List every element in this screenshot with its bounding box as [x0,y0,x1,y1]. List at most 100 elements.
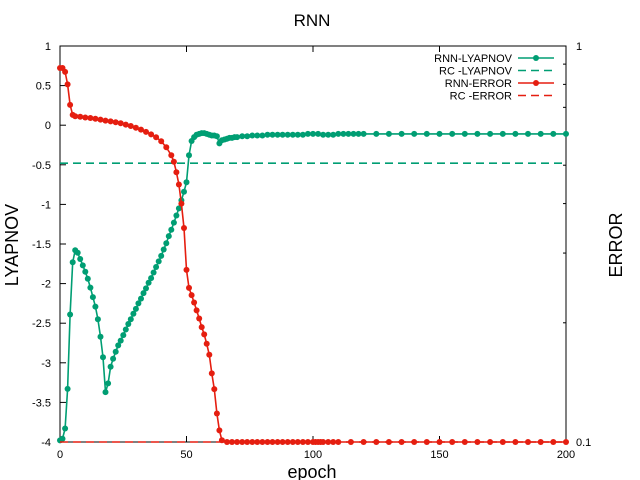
rnn-lyapnov-point [398,130,405,137]
x-axis-label: epoch [287,462,336,480]
rnn-error-point [299,439,306,445]
rnn-lyapnov-point [274,131,281,138]
rnn-lyapnov-point [155,258,162,265]
rnn-lyapnov-point [181,188,187,195]
rnn-lyapnov-point [385,130,392,137]
rnn-error-point [122,121,129,128]
x-tick-label: 50 [180,449,192,461]
rnn-error-point [64,81,71,88]
y-tick-label: -3 [41,358,51,370]
rnn-lyapnov-point [153,264,160,270]
legend-label: RC -ERROR [450,91,512,103]
rnn-lyapnov-point [360,130,367,137]
y-tick-label: -0.5 [32,160,51,172]
rnn-lyapnov-point [173,212,180,219]
rnn-error-point [211,386,218,393]
rnn-lyapnov-point [89,294,96,301]
rnn-lyapnov-point [310,130,316,137]
rnn-lyapnov-point [143,285,149,292]
rnn-error-point [82,114,89,121]
rnn-lyapnov-point [87,284,94,291]
rnn-error-point [62,68,69,75]
rnn-error-point [127,123,134,129]
legend-marker-rnn-lyapnov [533,55,539,61]
rnn-lyapnov-point [279,131,286,138]
rnn-error-point [193,307,200,314]
rnn-error-point [198,324,205,331]
rnn-error-point [206,351,213,358]
rnn-error-point [158,138,165,145]
rnn-lyapnov-point [449,130,456,137]
rnn-lyapnov-point [59,435,66,442]
rnn-lyapnov-point [512,130,519,137]
y-axis: 1 0.5 0 -0.5 -1 -1.5 -2 -2.5 -3 -3.5 -4 [32,41,66,449]
rnn-lyapnov-point [264,131,271,138]
rnn-lyapnov-point [411,130,418,137]
rnn-error-point [550,439,557,445]
rnn-error-point [97,116,104,123]
rnn-lyapnov-point [537,130,544,137]
rnn-error-point [178,200,185,207]
y2-tick-label: 0.1 [576,437,591,449]
rnn-error-point [537,439,544,445]
rnn-error-point [188,292,195,299]
rnn-lyapnov-point [150,269,157,276]
rnn-error-point [213,410,220,417]
rnn-lyapnov-point [132,305,139,312]
rnn-lyapnov-point [110,355,117,362]
rnn-lyapnov-point [499,130,506,137]
rnn-error-point [249,439,256,445]
rnn-lyapnov-point [269,131,276,138]
plot-frame [59,45,567,443]
y-tick-label: -1.5 [32,239,51,251]
rnn-lyapnov-point [84,275,91,282]
x-tick-label: 0 [57,449,63,461]
rnn-lyapnov-point [461,130,468,137]
legend-label: RNN-LYAPNOV [434,53,512,65]
rnn-lyapnov-point [140,290,147,297]
rnn-lyapnov-point [148,275,155,282]
rnn-lyapnov-point [77,256,84,262]
rnn-lyapnov-point [115,342,122,349]
legend-label: RNN-ERROR [445,78,512,90]
rnn-lyapnov-point [158,252,165,259]
rnn-lyapnov-point [120,332,127,339]
rnn-lyapnov-point [165,233,172,240]
rnn-lyapnov-point [100,354,106,361]
x-tick-label: 150 [430,449,448,461]
rnn-lyapnov-point [355,130,362,137]
rnn-error-point [563,439,569,445]
rnn-lyapnov-point [74,249,81,256]
rnn-lyapnov-point [125,321,132,327]
rnn-error-point [181,225,187,231]
rnn-lyapnov-point [105,380,112,387]
rnn-error-point [148,131,155,138]
rnn-lyapnov-point [373,130,380,137]
rnn-error-point [87,115,94,121]
legend-marker-rnn-error [533,80,539,86]
rnn-lyapnov-point [62,425,69,432]
rnn-lyapnov-point [97,333,104,340]
rnn-lyapnov-point [423,130,430,137]
rnn-lyapnov-point [315,130,322,137]
rnn-lyapnov-point [160,246,167,253]
x-axis: 0 50 100 150 200 [57,46,575,461]
rnn-lyapnov-point [175,205,182,212]
rnn-error-point [216,427,223,434]
rnn-error-line [60,67,566,443]
rnn-lyapnov-point [474,130,481,137]
y-tick-label: -3.5 [32,397,51,409]
rnn-lyapnov-line [59,132,566,442]
rnn-error-point [163,144,170,151]
rnn-error-point [170,158,177,165]
rnn-lyapnov-point [79,262,86,269]
rnn-error-point [117,120,124,127]
y-tick-label: -4 [41,437,51,449]
rnn-error-point [102,117,109,124]
rnn-error-point [196,315,203,322]
rnn-lyapnov-point [249,132,256,139]
rnn-lyapnov-point [550,130,557,137]
rnn-error-point [132,124,139,131]
